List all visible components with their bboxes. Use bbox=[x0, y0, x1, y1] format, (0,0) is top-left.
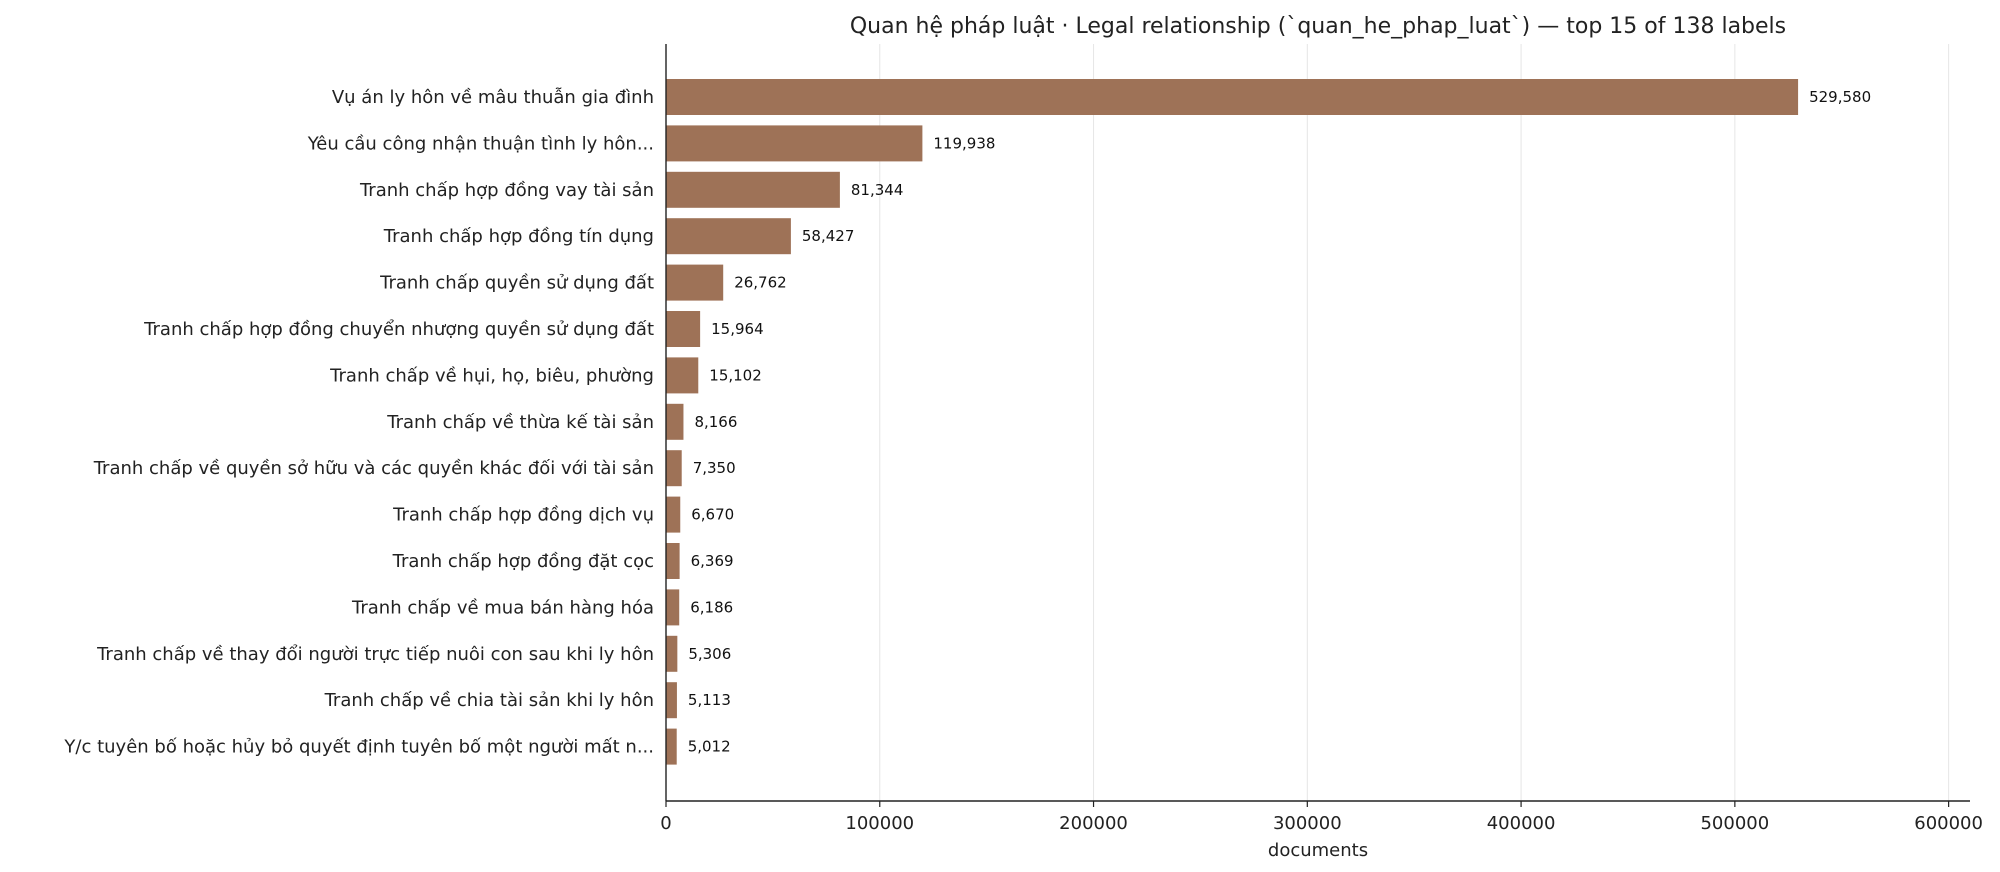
bars bbox=[666, 79, 1799, 765]
bar bbox=[666, 218, 791, 255]
bar bbox=[666, 264, 724, 301]
value-label: 529,580 bbox=[1809, 88, 1871, 106]
value-label: 15,964 bbox=[711, 320, 764, 338]
value-label: 15,102 bbox=[709, 366, 762, 384]
value-label: 58,427 bbox=[802, 227, 855, 245]
bar bbox=[666, 496, 681, 533]
value-label: 8,166 bbox=[694, 413, 737, 431]
category-label: Tranh chấp quyền sử dụng đất bbox=[379, 273, 654, 294]
category-label: Tranh chấp hợp đồng vay tài sản bbox=[359, 180, 654, 201]
bar bbox=[666, 171, 840, 208]
category-label: Tranh chấp hợp đồng dịch vụ bbox=[392, 505, 654, 526]
x-axis-label: documents bbox=[1268, 840, 1368, 861]
category-label: Y/c tuyên bố hoặc hủy bỏ quyết định tuyê… bbox=[63, 737, 654, 758]
category-label: Tranh chấp hợp đồng chuyển nhượng quyền … bbox=[143, 319, 654, 340]
value-label: 119,938 bbox=[933, 134, 995, 152]
category-label: Tranh chấp về quyền sở hữu và các quyền … bbox=[93, 458, 654, 479]
value-label: 81,344 bbox=[851, 181, 904, 199]
category-label: Tranh chấp về thừa kế tài sản bbox=[386, 412, 654, 433]
bar bbox=[666, 635, 678, 672]
bar bbox=[666, 125, 923, 162]
x-tick-label: 400000 bbox=[1487, 813, 1556, 834]
axes bbox=[665, 44, 1970, 802]
category-label: Tranh chấp về thay đổi người trực tiếp n… bbox=[96, 644, 654, 665]
value-label: 7,350 bbox=[693, 459, 736, 477]
value-label: 6,369 bbox=[691, 552, 734, 570]
bar bbox=[666, 450, 682, 487]
category-label: Vụ án ly hôn về mâu thuẫn gia đình bbox=[332, 87, 654, 108]
category-label: Tranh chấp về hụi, họ, biêu, phường bbox=[329, 365, 654, 386]
chart-title: Quan hệ pháp luật · Legal relationship (… bbox=[850, 14, 1786, 39]
x-tick-label: 600000 bbox=[1914, 813, 1983, 834]
value-label: 5,306 bbox=[688, 645, 731, 663]
x-tick-label: 0 bbox=[660, 813, 671, 834]
value-label: 6,186 bbox=[690, 598, 733, 616]
bar bbox=[666, 543, 680, 579]
value-label: 5,012 bbox=[688, 738, 731, 756]
value-labels: 529,580 119,938 81,344 58,427 26,762 15,964 15… bbox=[688, 88, 1871, 756]
x-tick-label: 500000 bbox=[1700, 813, 1769, 834]
x-tick-label: 300000 bbox=[1273, 813, 1342, 834]
category-label: Tranh chấp về mua bán hàng hóa bbox=[351, 597, 654, 618]
x-tick-label: 200000 bbox=[1059, 813, 1128, 834]
value-label: 26,762 bbox=[734, 274, 787, 292]
bar bbox=[666, 357, 699, 394]
value-label: 5,113 bbox=[688, 691, 731, 709]
category-label: Tranh chấp hợp đồng đặt cọc bbox=[392, 551, 654, 572]
bar bbox=[666, 79, 1799, 115]
category-label: Yêu cầu công nhận thuận tình ly hôn... bbox=[307, 133, 654, 154]
grid-lines bbox=[879, 44, 1950, 801]
category-label: Tranh chấp hợp đồng tín dụng bbox=[383, 226, 654, 247]
category-labels: Vụ án ly hôn về mâu thuẫn gia đình Yêu cầ… bbox=[63, 87, 654, 758]
category-label: Tranh chấp về chia tài sản khi ly hôn bbox=[324, 690, 654, 711]
value-label: 6,670 bbox=[691, 506, 734, 524]
x-tick-label: 100000 bbox=[845, 813, 914, 834]
bar bbox=[666, 589, 680, 626]
bar bbox=[666, 311, 701, 347]
x-tick-labels: 0 100000 200000 300000 400000 500000 600000 bbox=[660, 801, 1983, 834]
bar bbox=[666, 682, 677, 719]
bar bbox=[666, 728, 677, 765]
bar bbox=[666, 403, 684, 440]
